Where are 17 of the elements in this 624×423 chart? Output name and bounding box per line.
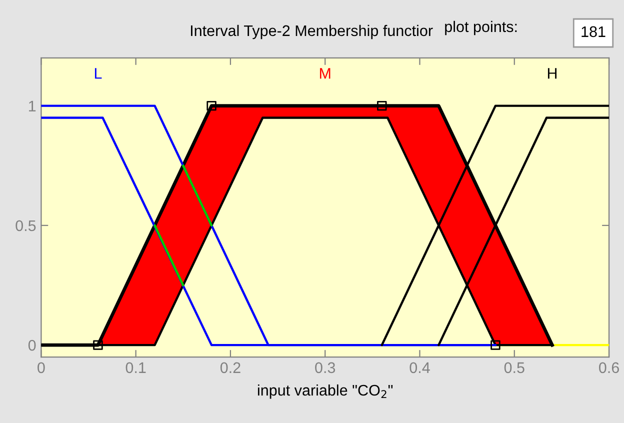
x-axis-title: input variable "CO$_{2}$" — [258, 384, 393, 399]
x-tick-label: 0.2 — [220, 362, 240, 374]
x-tick-label: 0 — [38, 362, 45, 374]
y-tick-label: 0 — [28, 340, 36, 351]
x-tick-label: 0.3 — [315, 362, 336, 374]
chart-title: Interval Type-2 Membership functior — [190, 24, 433, 40]
y-tick-label: 0.5 — [16, 220, 36, 232]
x-tick-label: 0.1 — [126, 362, 146, 374]
x-tick-label: 0.4 — [410, 362, 430, 374]
x-tick-label: 0.6 — [599, 362, 619, 374]
y-tick-label: 1 — [28, 100, 36, 112]
series-label: M — [320, 68, 330, 79]
text: plot points: — [445, 20, 517, 36]
x-tick-label: 0.5 — [504, 362, 524, 374]
series-label: L — [94, 68, 102, 79]
text: 181 — [582, 26, 606, 38]
series-label: H — [548, 68, 557, 79]
